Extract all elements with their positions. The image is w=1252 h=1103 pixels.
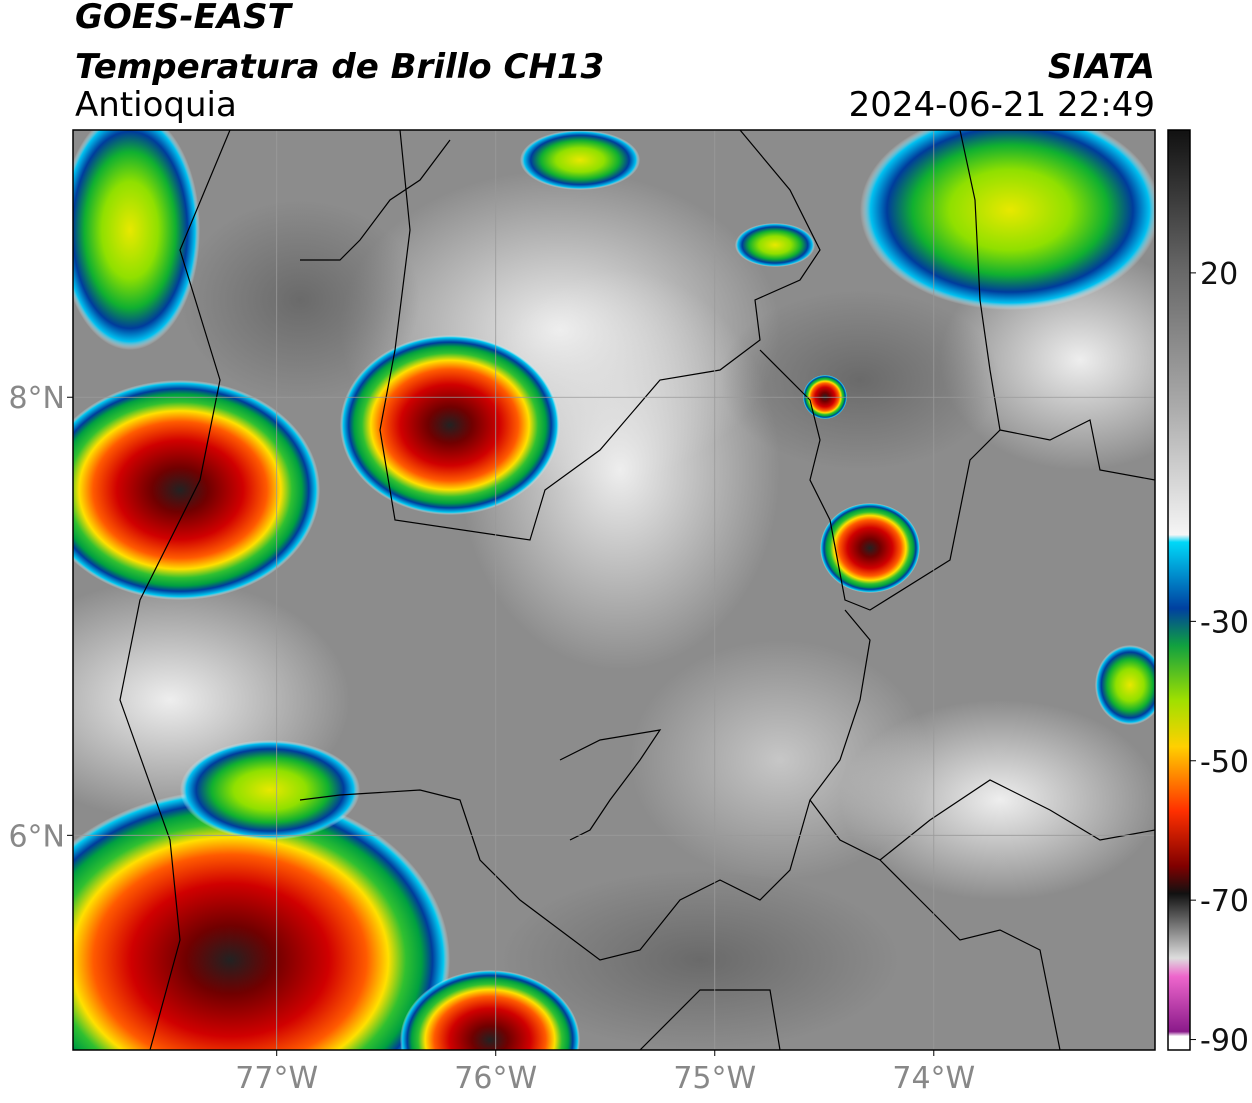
title-line1: GOES-EAST: [75, 0, 294, 37]
colorbar-tick-label: -90: [1200, 1024, 1249, 1059]
satellite-image: [73, 130, 1155, 1050]
graticule: [73, 130, 1155, 1050]
colorbar-tick-label: -50: [1200, 745, 1249, 780]
colorbar-tick-label: -30: [1200, 605, 1249, 640]
region: Antioquia: [75, 85, 237, 125]
map-frame: [72, 129, 1156, 1051]
colorbar-tick-label: 20: [1200, 257, 1238, 292]
colorbar: [1167, 129, 1191, 1051]
x-tick-label: 75°W: [673, 1061, 756, 1096]
title-line2: Temperatura de Brillo CH13: [75, 47, 604, 87]
agency: SIATA: [1048, 47, 1155, 87]
x-tick-label: 74°W: [892, 1061, 975, 1096]
axis-ticks: 77°W 76°W 75°W 74°W 8°N 6°N: [8, 381, 975, 1096]
x-tick-label: 77°W: [235, 1061, 318, 1096]
colorbar-tick-label: -70: [1200, 884, 1249, 919]
colorbar-ticks: 20 -30 -50 -70 -90: [1190, 257, 1249, 1059]
x-tick-label: 76°W: [454, 1061, 537, 1096]
y-tick-label: 6°N: [8, 819, 65, 854]
y-tick-label: 8°N: [8, 381, 65, 416]
datetime: 2024-06-21 22:49: [849, 85, 1155, 125]
borders: [119, 130, 1155, 1050]
